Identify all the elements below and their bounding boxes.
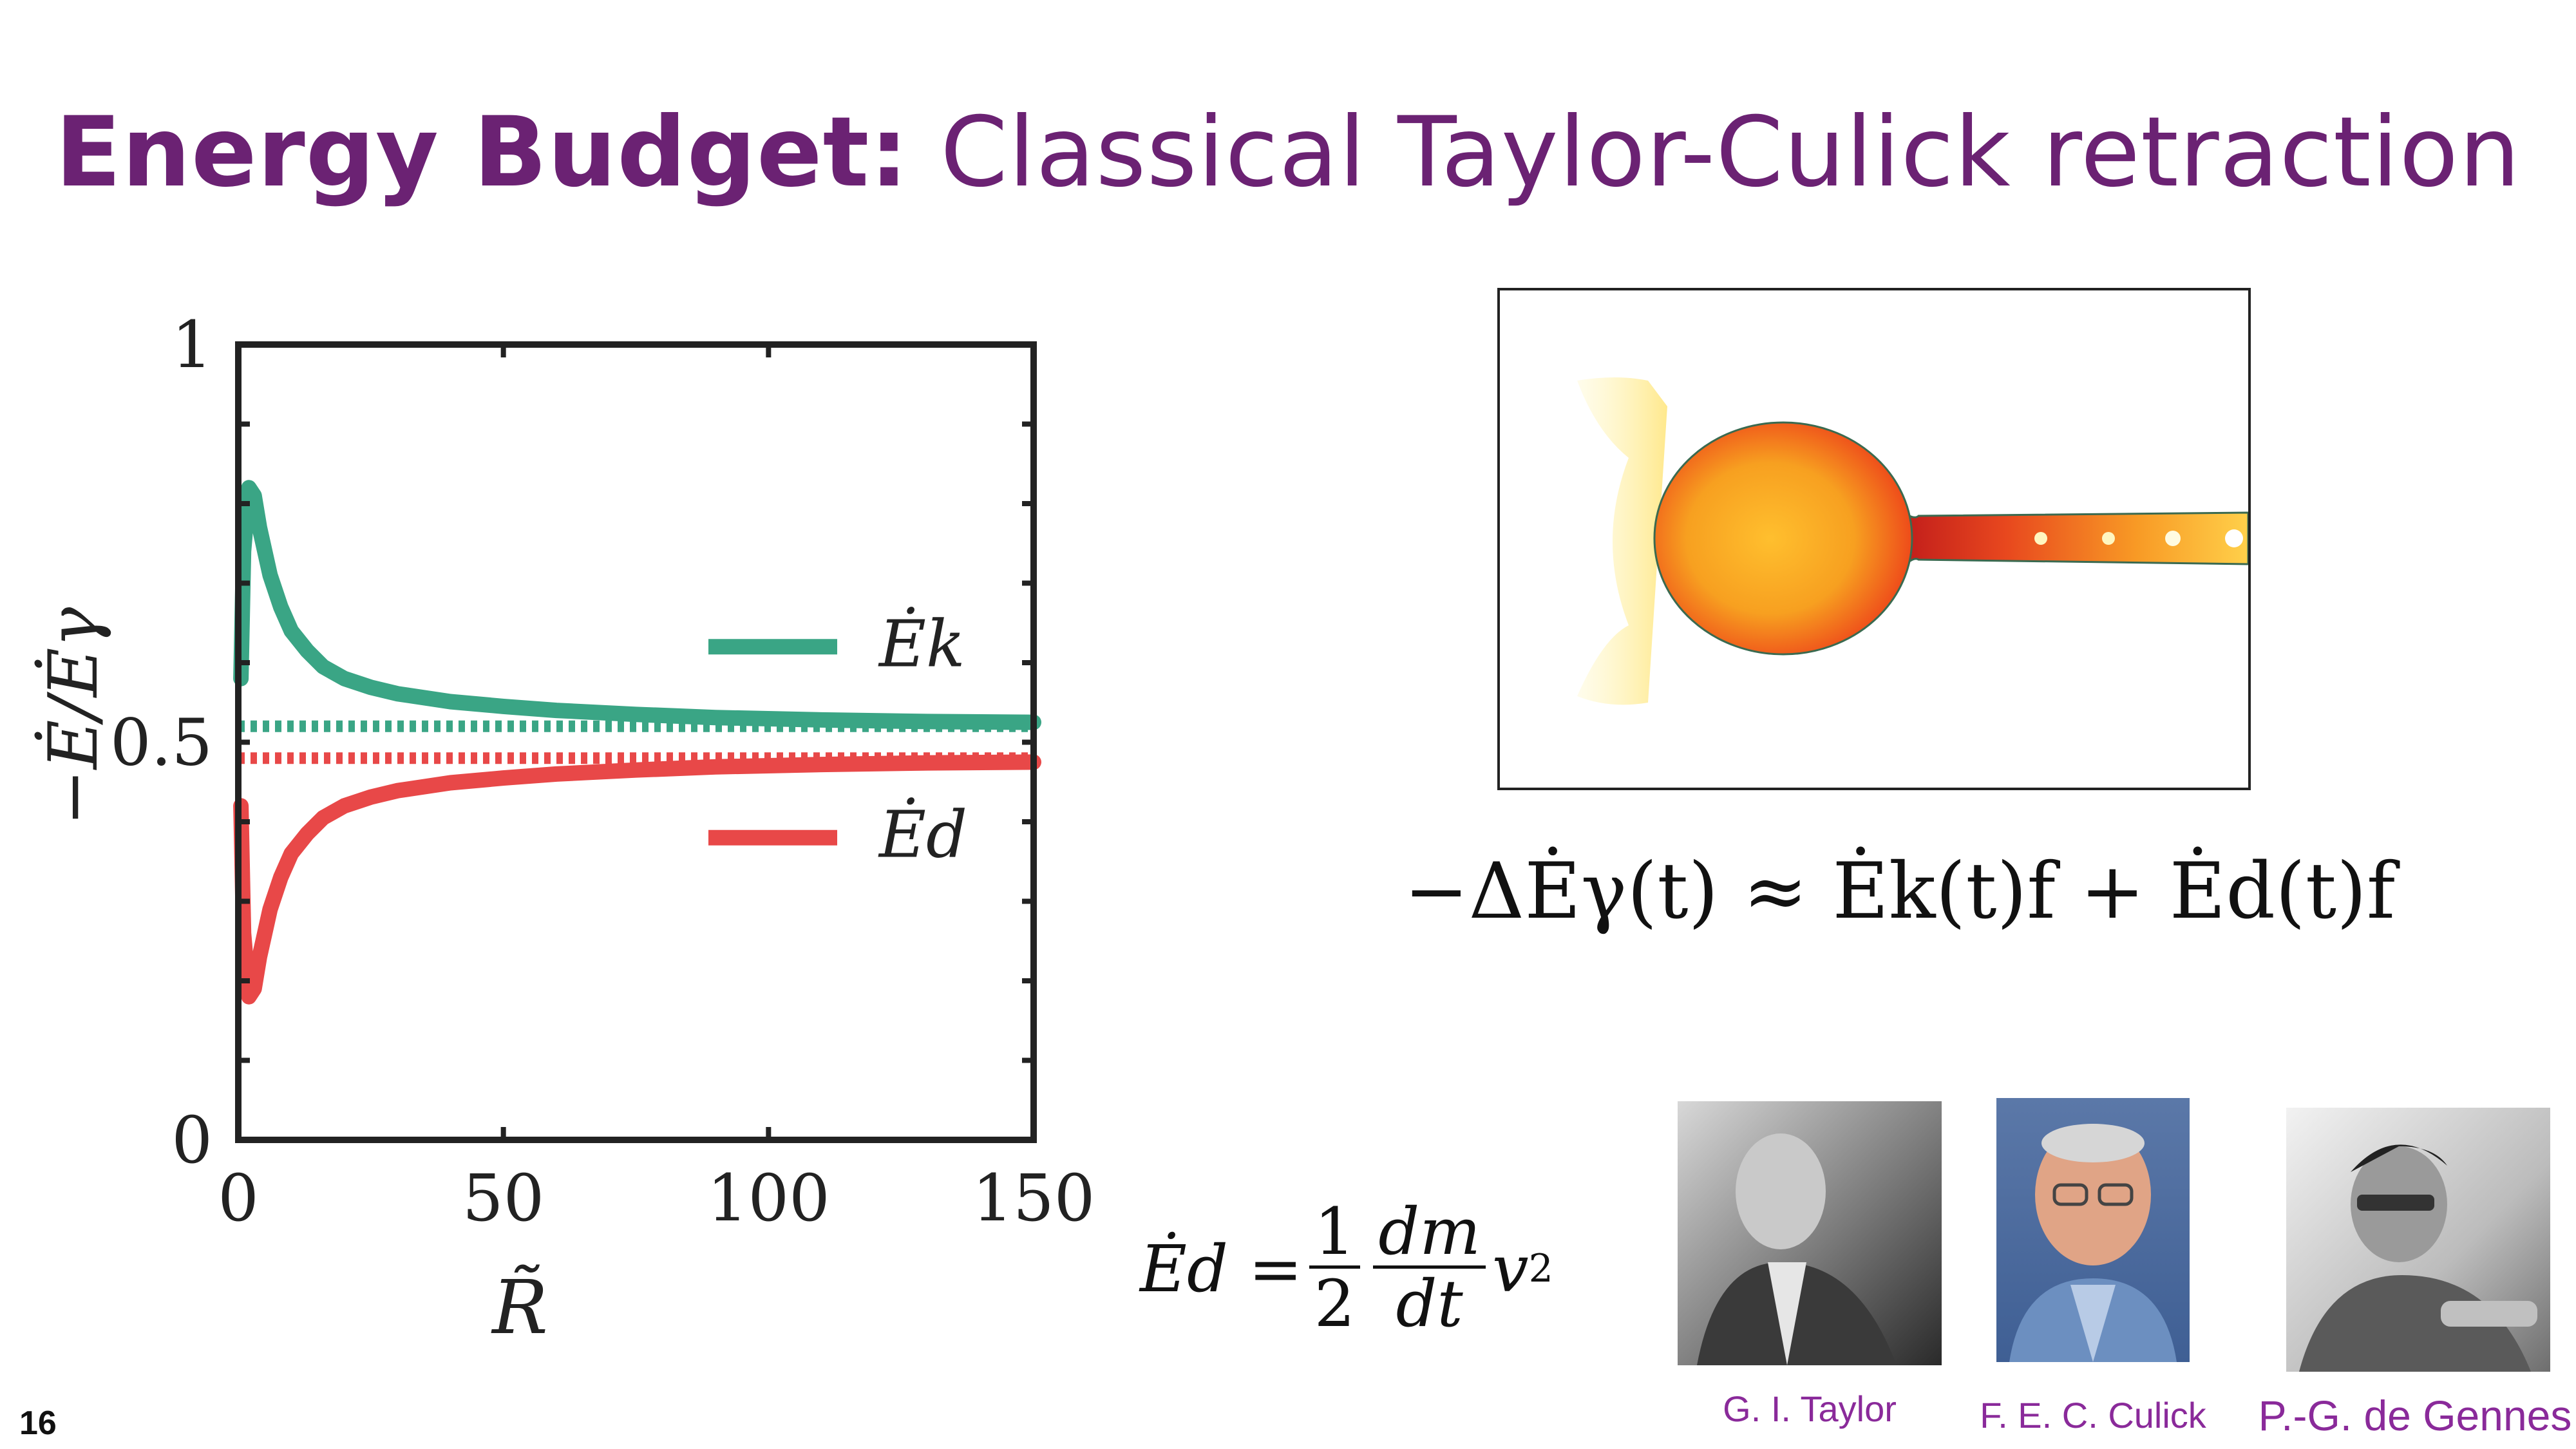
energy-balance-equation: −ΔĖγ(t) ≈ Ėk(t)f + Ėd(t)f	[1404, 847, 2395, 936]
energy-balance-text: −ΔĖγ(t) ≈ Ėk(t)f + Ėd(t)f	[1404, 847, 2396, 936]
frac1-denominator: 2	[1314, 1266, 1356, 1341]
fraction-dm-dt: dm dt	[1373, 1198, 1486, 1340]
caption-taylor: G. I. Taylor	[1723, 1388, 1897, 1429]
frac1-numerator: 1	[1309, 1198, 1361, 1269]
frac2-denominator: dt	[1396, 1266, 1463, 1341]
x-tick-label-0: 0	[218, 1160, 259, 1236]
page-number: 16	[19, 1405, 57, 1442]
velocity-exponent: 2	[1528, 1246, 1553, 1291]
series-line-0	[233, 480, 1041, 730]
slide-title: Energy Budget: Classical Taylor-Culick r…	[0, 97, 2576, 209]
legend-label-0: Ėk	[878, 606, 965, 681]
culick-portrait	[1996, 1098, 2190, 1362]
person-silhouette-icon	[2009, 1124, 2177, 1362]
x-tick-label-3: 150	[972, 1160, 1095, 1236]
slide-title-bold: Energy Budget:	[55, 97, 909, 209]
y-axis-label: −Ė/Ėγ	[34, 607, 113, 826]
retraction-drop-drawing	[1577, 377, 2248, 705]
y-tick-label-2: 1	[171, 307, 213, 383]
fraction-half: 1 2	[1309, 1198, 1361, 1340]
caption-de-gennes: P.-G. de Gennes	[2258, 1392, 2572, 1439]
slide-title-rest: Classical Taylor-Culick retraction	[909, 97, 2521, 209]
y-tick-label-0: 0	[171, 1103, 213, 1178]
x-tick-label-1: 50	[462, 1160, 544, 1236]
velocity-term: v	[1492, 1231, 1529, 1307]
drag-lhs: Ėd =	[1140, 1231, 1303, 1307]
plot-frame	[235, 341, 1037, 1143]
energy-chart: 0 50 100 150 0 0.5 1 R̃ −Ė/Ėγ Ėk Ėd	[34, 307, 1095, 1351]
person-silhouette-icon	[1697, 1133, 1897, 1365]
person-silhouette-icon	[2299, 1144, 2537, 1372]
series-line-1	[233, 754, 1041, 1005]
de-gennes-portrait	[2286, 1108, 2550, 1372]
caption-culick: F. E. C. Culick	[1980, 1395, 2206, 1435]
x-tick-label-2: 100	[707, 1160, 830, 1236]
x-axis-label: R̃	[491, 1265, 548, 1351]
y-tick-label-1: 0.5	[110, 705, 213, 781]
frac2-numerator: dm	[1373, 1198, 1486, 1269]
taylor-portrait	[1678, 1101, 1942, 1365]
retraction-simulation-image	[1497, 288, 2251, 790]
legend-label-1: Ėd	[878, 797, 967, 873]
